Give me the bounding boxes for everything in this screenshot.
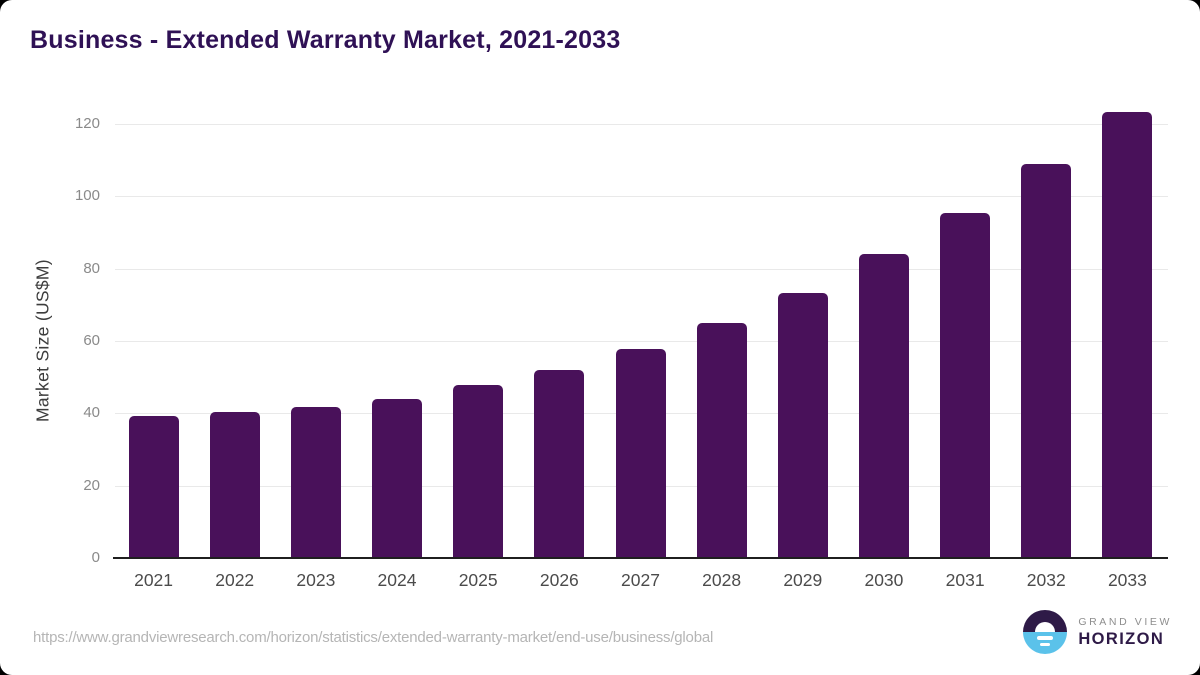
y-tick-label: 20 (83, 476, 100, 494)
horizon-sun-icon (1023, 610, 1068, 654)
x-tick-label: 2033 (1107, 570, 1147, 590)
x-axis-line (113, 557, 1168, 559)
x-tick-label: 2022 (215, 570, 255, 590)
logo-horizon-text: HORIZON (1078, 629, 1165, 648)
bar-2025[interactable] (453, 385, 504, 558)
bar-2024[interactable] (372, 398, 423, 558)
bar-2027[interactable] (615, 348, 666, 558)
logo-sun-arch (1035, 622, 1056, 632)
gridline-120 (115, 124, 1168, 125)
x-tick-label: 2021 (134, 570, 174, 590)
bar-2032[interactable] (1021, 164, 1072, 558)
gridline-100 (115, 196, 1168, 198)
y-tick-label: 100 (74, 187, 100, 205)
grand-view-horizon-logo: GRAND VIEW HORIZON (1023, 610, 1172, 654)
bar-2022[interactable] (209, 412, 260, 558)
x-tick-label: 2029 (783, 570, 823, 590)
bar-2026[interactable] (534, 369, 585, 558)
x-tick-label: 2023 (296, 570, 336, 590)
x-tick-label: 2027 (621, 570, 660, 590)
x-tick-label: 2031 (945, 570, 985, 590)
x-tick-label: 2030 (864, 570, 904, 590)
bar-2030[interactable] (858, 254, 909, 558)
source-url: https://www.grandviewresearch.com/horizo… (33, 629, 714, 646)
y-tick-label: 0 (91, 549, 100, 566)
logo-reflection-line-2 (1040, 642, 1051, 646)
logo-sky-half (1023, 610, 1068, 632)
gridline-60 (115, 341, 1168, 342)
logo-text: GRAND VIEW HORIZON (1078, 616, 1172, 649)
x-tick-label: 2026 (539, 570, 579, 590)
y-tick-label: 120 (74, 115, 100, 132)
logo-grand-view-text: GRAND VIEW (1078, 615, 1172, 628)
x-tick-label: 2024 (377, 570, 417, 590)
bar-2028[interactable] (696, 323, 747, 558)
x-tick-label: 2025 (458, 570, 498, 590)
x-tick-label: 2032 (1026, 570, 1066, 590)
bar-2031[interactable] (940, 213, 991, 558)
y-tick-label: 80 (83, 259, 100, 277)
bar-2033[interactable] (1102, 112, 1153, 558)
bar-2029[interactable] (777, 292, 828, 558)
chart-title: Business - Extended Warranty Market, 202… (30, 26, 621, 54)
footer: https://www.grandviewresearch.com/horizo… (0, 605, 1200, 675)
gridline-80 (115, 268, 1168, 270)
y-tick-label: 60 (83, 332, 100, 349)
logo-reflection-line-1 (1037, 636, 1054, 640)
x-tick-label: 2028 (702, 570, 742, 590)
bar-2023[interactable] (290, 407, 341, 558)
y-tick-label: 40 (83, 404, 100, 422)
bar-2021[interactable] (128, 416, 179, 558)
